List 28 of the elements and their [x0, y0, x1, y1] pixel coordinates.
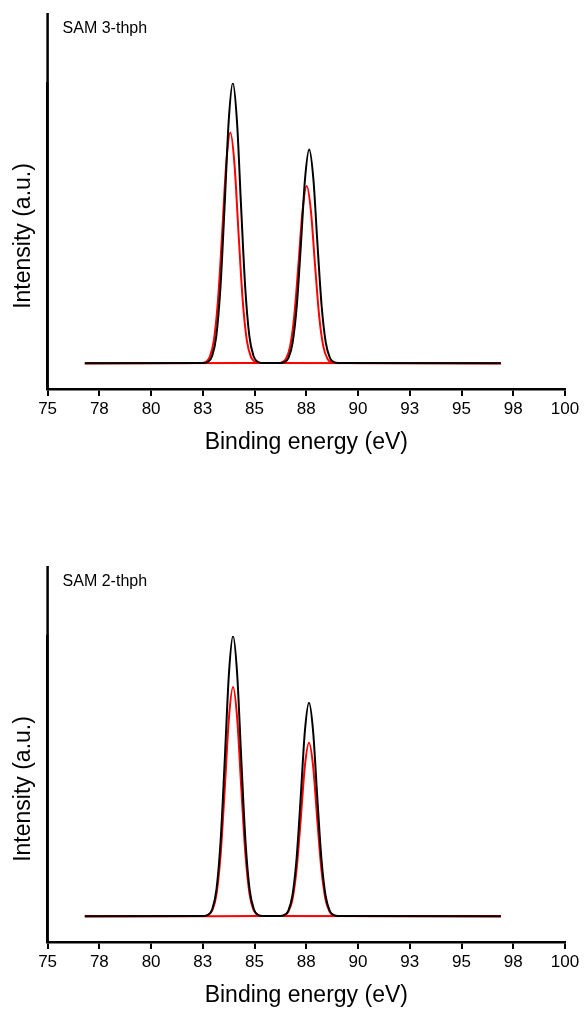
- x-tick-label: 93: [400, 398, 420, 418]
- x-tick-label: 88: [296, 398, 316, 418]
- x-tick-label: 95: [452, 951, 471, 971]
- x-tick-label: 90: [348, 398, 368, 418]
- x-tick-label: 100: [550, 951, 580, 971]
- x-tick-label: 85: [245, 951, 265, 971]
- x-axis-title: Binding energy (eV): [204, 427, 408, 454]
- x-axis-title: Binding energy (eV): [204, 980, 408, 1007]
- x-tick-label: 83: [193, 398, 213, 418]
- x-tick-label: 75: [38, 398, 58, 418]
- x-tick-label: 85: [245, 398, 265, 418]
- x-tick-label: 83: [193, 951, 213, 971]
- x-tick-label: 75: [38, 951, 58, 971]
- chart-title: SAM 3-thph: [62, 19, 148, 37]
- x-tick-label: 93: [400, 951, 420, 971]
- x-tick-label: 95: [452, 398, 471, 418]
- x-tick-label: 100: [550, 398, 580, 418]
- x-tick-label: 90: [348, 951, 368, 971]
- x-tick-label: 98: [503, 398, 523, 418]
- y-axis-title: Intensity (a.u.): [9, 716, 36, 862]
- chart-title: SAM 2-thph: [62, 572, 148, 590]
- y-axis-title: Intensity (a.u.): [9, 163, 36, 309]
- x-tick-label: 80: [141, 951, 161, 971]
- x-tick-label: 78: [89, 398, 109, 418]
- x-tick-label: 80: [141, 398, 161, 418]
- x-tick-label: 88: [296, 951, 316, 971]
- x-tick-label: 98: [503, 951, 523, 971]
- x-tick-label: 78: [89, 951, 109, 971]
